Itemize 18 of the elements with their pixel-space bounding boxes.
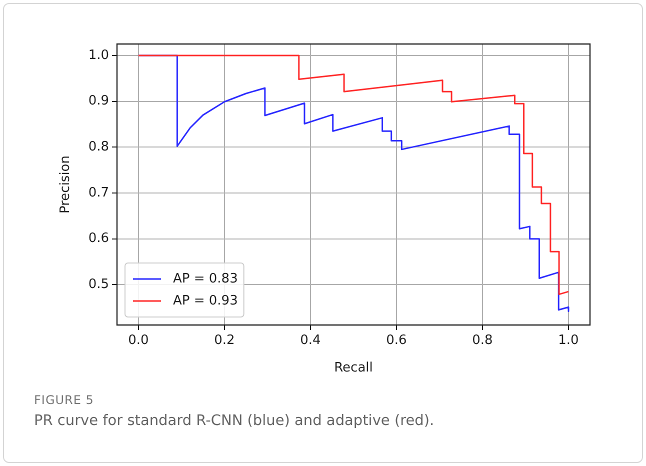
x-tick-label: 0.0 (128, 333, 149, 348)
text: PR curve for standard R-CNN (blue) and adaptive (red). (34, 413, 436, 429)
y-tick-label: 0.8 (88, 140, 109, 155)
x-tick-label: 0.8 (472, 333, 493, 348)
x-tick-label: 0.2 (214, 333, 235, 348)
y-tick-label: 0.7 (88, 185, 109, 200)
x-axis-title: Recall (334, 360, 373, 376)
y-tick-label: 0.6 (88, 231, 109, 246)
legend-label: AP = 0.93 (173, 293, 238, 308)
y-tick-label: 1.0 (88, 48, 109, 63)
y-tick-label: 0.5 (88, 277, 109, 292)
x-tick-label: 0.6 (386, 333, 407, 348)
legend-label: AP = 0.83 (173, 271, 238, 286)
x-tick-label: 1.0 (558, 333, 579, 348)
x-tick-label: 0.4 (300, 333, 321, 348)
caption: FIGURE 5 (34, 393, 95, 407)
y-tick-label: 0.9 (88, 94, 109, 109)
y-axis-title: Precision (58, 155, 74, 214)
